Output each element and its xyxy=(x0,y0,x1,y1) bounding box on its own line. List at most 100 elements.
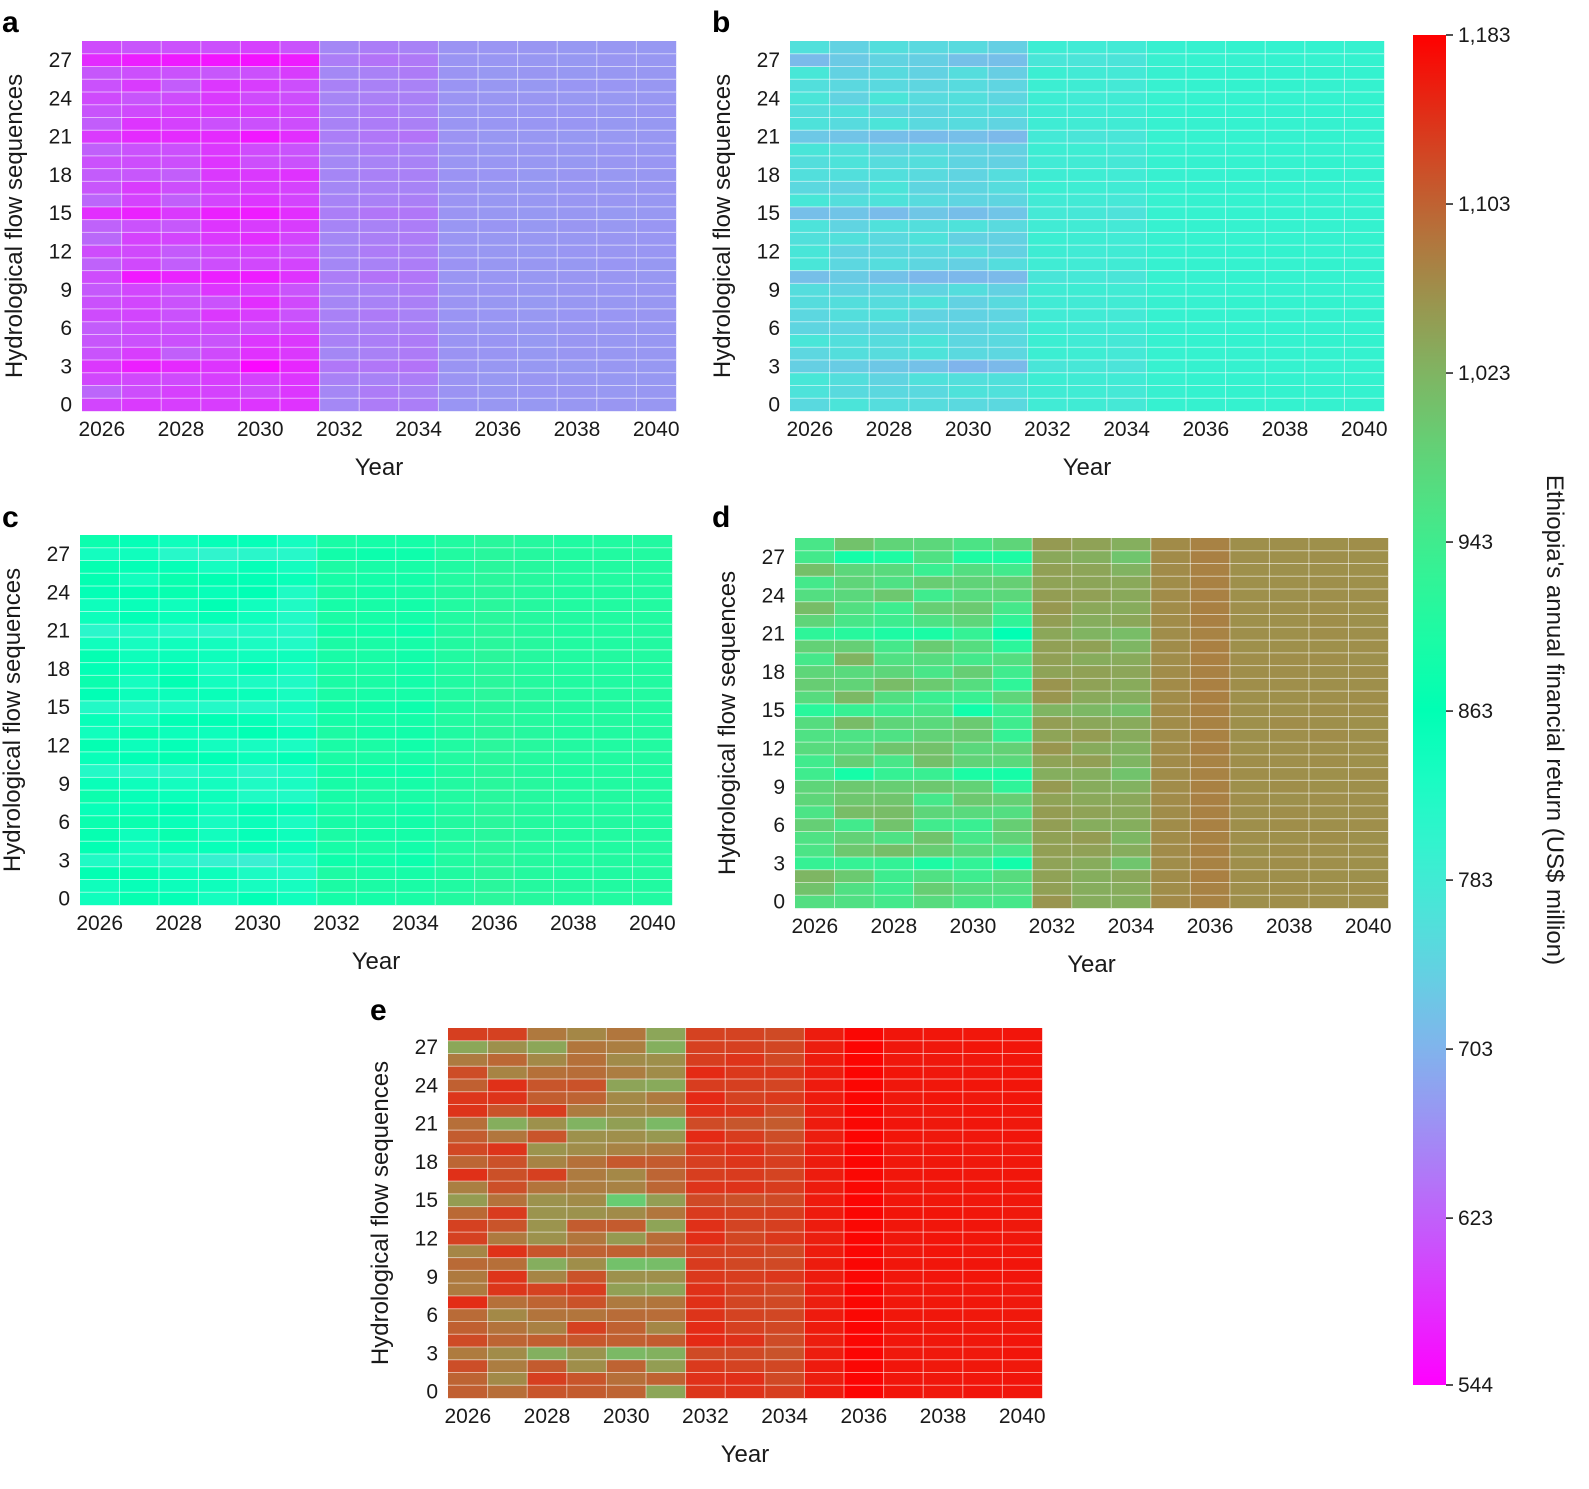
heatmap-cell xyxy=(869,206,909,220)
heatmap-cell xyxy=(1344,219,1385,233)
heatmap-cell xyxy=(1146,334,1187,348)
heatmap-cell xyxy=(1150,844,1191,858)
heatmap-cell xyxy=(280,334,320,348)
heatmap-cell xyxy=(200,245,241,259)
heatmap-cell xyxy=(316,637,357,651)
heatmap-cell xyxy=(1106,219,1147,233)
heatmap-cell xyxy=(795,754,835,768)
heatmap-cell xyxy=(1186,143,1226,157)
heatmap-cell xyxy=(316,853,357,867)
heatmap-cell xyxy=(1348,538,1389,551)
heatmap-cell xyxy=(804,1117,845,1131)
heatmap-cell xyxy=(1106,181,1147,195)
heatmap-cell xyxy=(359,168,399,182)
heatmap-cell xyxy=(517,194,558,208)
heatmap-cell xyxy=(158,675,199,689)
heatmap-cell xyxy=(1229,576,1270,590)
heatmap-cell xyxy=(517,219,558,233)
heatmap-cell xyxy=(869,41,909,54)
heatmap-cell xyxy=(1304,66,1345,80)
heatmap-cell xyxy=(908,398,949,412)
heatmap-cell xyxy=(1032,550,1072,564)
heatmap-cell xyxy=(80,777,120,791)
heatmap-cell xyxy=(1225,181,1266,195)
heatmap-cell xyxy=(1186,92,1226,105)
heatmap-cell xyxy=(874,538,914,551)
heatmap-cell xyxy=(487,1168,528,1182)
heatmap-cell xyxy=(1348,652,1389,666)
heatmap-cell xyxy=(119,790,160,804)
heatmap-cell xyxy=(478,130,518,144)
heatmap-cell xyxy=(359,206,399,220)
heatmap-cell xyxy=(1344,334,1385,348)
heatmap-cell xyxy=(804,1181,845,1195)
heatmap-cell xyxy=(646,1321,686,1335)
heatmap-cell xyxy=(359,41,399,54)
heatmap-cell xyxy=(948,219,989,233)
heatmap-cell xyxy=(923,1219,963,1233)
heatmap-cell xyxy=(1067,308,1107,322)
x-tick-label: 2028 xyxy=(524,1405,571,1428)
heatmap-cell xyxy=(646,1346,686,1360)
heatmap-cell xyxy=(566,1117,607,1131)
heatmap-cell xyxy=(474,764,515,778)
heatmap-cells xyxy=(790,41,1385,412)
heatmap-cell xyxy=(1067,104,1107,118)
heatmap-cell xyxy=(395,853,436,867)
heatmap-cell xyxy=(280,270,320,284)
heatmap-cell xyxy=(913,742,954,756)
heatmap-cell xyxy=(874,780,914,794)
y-tick-label: 3 xyxy=(60,355,72,378)
heatmap-cell xyxy=(237,739,278,753)
x-tick-label: 2040 xyxy=(633,418,680,441)
heatmap-cell xyxy=(962,1040,1003,1054)
heatmap-cell xyxy=(596,257,637,271)
heatmap-cell xyxy=(869,372,909,386)
heatmap-cell xyxy=(448,1244,488,1258)
heatmap-cell xyxy=(395,624,436,638)
heatmap-cell xyxy=(953,563,993,577)
heatmap-cell xyxy=(1071,895,1112,909)
heatmap-cell xyxy=(82,283,122,297)
heatmap-cell xyxy=(725,1257,765,1271)
heatmap-cell xyxy=(557,117,597,131)
heatmap-cell xyxy=(1186,41,1226,54)
heatmap-cell xyxy=(874,882,914,896)
heatmap-cell xyxy=(121,66,162,80)
heatmap-cell xyxy=(1002,1040,1043,1054)
heatmap-cell xyxy=(1002,1283,1043,1297)
heatmap-cell xyxy=(874,652,914,666)
heatmap-cell xyxy=(908,347,949,361)
heatmap-cell xyxy=(606,1079,647,1092)
heatmap-cell xyxy=(962,1193,1003,1207)
colorbar-tick-label: 703 xyxy=(1458,1038,1493,1061)
heatmap-cell xyxy=(829,104,870,118)
heatmap-cell xyxy=(1150,614,1191,628)
heatmap-cell xyxy=(636,385,677,399)
x-tick-label: 2034 xyxy=(395,418,442,441)
heatmap-cell xyxy=(240,283,281,297)
x-tick-label: 2030 xyxy=(603,1405,650,1428)
heatmap-cell xyxy=(356,777,396,791)
heatmap-cell xyxy=(395,828,436,842)
heatmap-cell xyxy=(1071,691,1112,705)
heatmap-cell xyxy=(200,53,241,67)
heatmap-cell xyxy=(474,573,515,587)
heatmap-cell xyxy=(764,1040,805,1054)
heatmap-cell xyxy=(240,53,281,67)
heatmap-cell xyxy=(566,1219,607,1233)
heatmap-cell xyxy=(913,818,954,832)
heatmap-cell xyxy=(121,321,162,335)
heatmap-cell xyxy=(988,181,1028,195)
heatmap-cell xyxy=(487,1193,528,1207)
heatmap-cell xyxy=(1269,729,1310,743)
heatmap-cell xyxy=(764,1334,805,1348)
heatmap-cell xyxy=(593,764,633,778)
heatmap-cell xyxy=(1344,359,1385,373)
heatmap-cell xyxy=(764,1321,805,1335)
heatmap-cell xyxy=(992,652,1033,666)
heatmap-cell xyxy=(1265,53,1305,67)
heatmap-cell xyxy=(1106,194,1147,208)
heatmap-cell xyxy=(1348,856,1389,870)
heatmap-cell xyxy=(992,538,1033,551)
